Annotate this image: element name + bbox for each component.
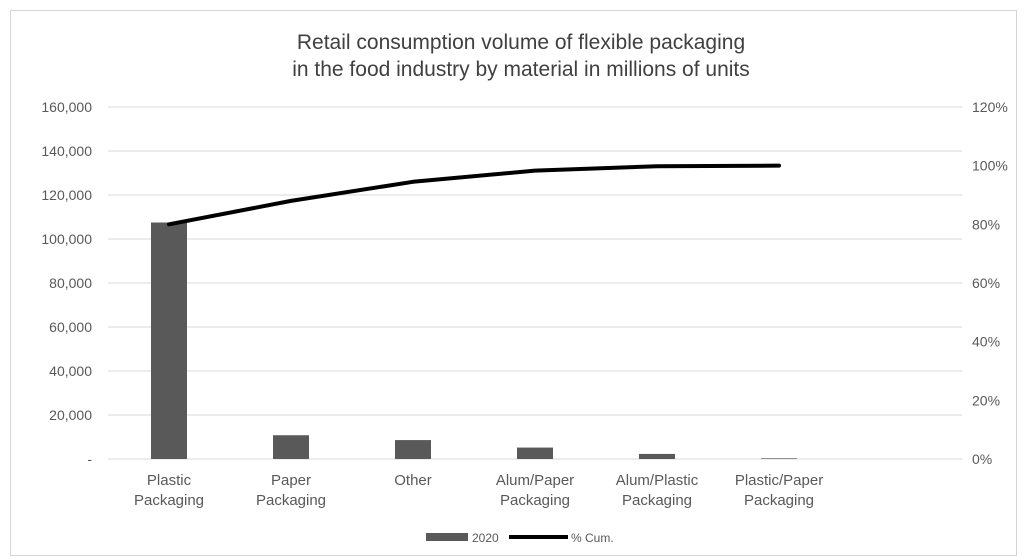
category-label: Plastic/Paper — [735, 472, 823, 489]
category-label: Alum/Paper — [496, 472, 574, 489]
left-tick-label: 120,000 — [41, 187, 92, 203]
line-point — [656, 165, 658, 167]
line-point — [534, 170, 536, 172]
left-tick-label: 160,000 — [41, 99, 92, 115]
left-axis: - 20,000 40,000 60,000 80,000 100,000 120,000 1… — [41, 99, 92, 467]
category-label: Plastic — [147, 472, 192, 489]
cumulative-line — [167, 163, 781, 227]
legend-bar-label: 2020 — [472, 531, 499, 545]
category-label: Paper — [271, 472, 311, 489]
legend-line-label: % Cum. — [571, 531, 614, 545]
bar-series — [151, 222, 797, 459]
right-tick-label: 100% — [972, 158, 1008, 174]
left-tick-label: 60,000 — [49, 319, 92, 335]
bar — [151, 222, 187, 459]
category-label: Packaging — [744, 492, 814, 509]
category-label: Other — [394, 472, 432, 489]
bar — [395, 440, 431, 459]
line-point — [290, 200, 292, 202]
category-label: Packaging — [134, 492, 204, 509]
right-axis: 0% 20% 40% 60% 80% 100% 120% — [972, 99, 1008, 467]
line-point — [168, 223, 170, 225]
right-tick-label: 20% — [972, 392, 1000, 408]
category-label: Packaging — [622, 492, 692, 509]
line-point — [412, 181, 414, 183]
legend-bar-swatch — [426, 533, 468, 541]
chart-title-line-1: Retail consumption volume of flexible pa… — [297, 31, 745, 54]
category-label: Alum/Plastic — [616, 472, 699, 489]
right-tick-label: 120% — [972, 99, 1008, 115]
gridlines — [108, 106, 962, 460]
category-label: Packaging — [500, 492, 570, 509]
right-tick-label: 0% — [972, 451, 992, 467]
category-axis: Plastic Packaging Paper Packaging Other Alum/… — [134, 472, 823, 509]
bar — [517, 447, 553, 459]
bar — [639, 453, 675, 459]
left-tick-label: - — [87, 451, 92, 467]
legend: 2020 % Cum. — [426, 531, 614, 545]
bar — [273, 435, 309, 459]
left-tick-label: 140,000 — [41, 143, 92, 159]
left-tick-label: 100,000 — [41, 231, 92, 247]
chart-title-line-2: in the food industry by material in mill… — [292, 58, 750, 81]
left-tick-label: 40,000 — [49, 363, 92, 379]
category-label: Packaging — [256, 492, 326, 509]
line-series — [167, 163, 781, 227]
right-tick-label: 40% — [972, 334, 1000, 350]
right-tick-label: 80% — [972, 216, 1000, 232]
line-point — [778, 165, 780, 167]
left-tick-label: 80,000 — [49, 275, 92, 291]
left-tick-label: 20,000 — [49, 407, 92, 423]
bar — [761, 458, 797, 459]
right-tick-label: 60% — [972, 275, 1000, 291]
